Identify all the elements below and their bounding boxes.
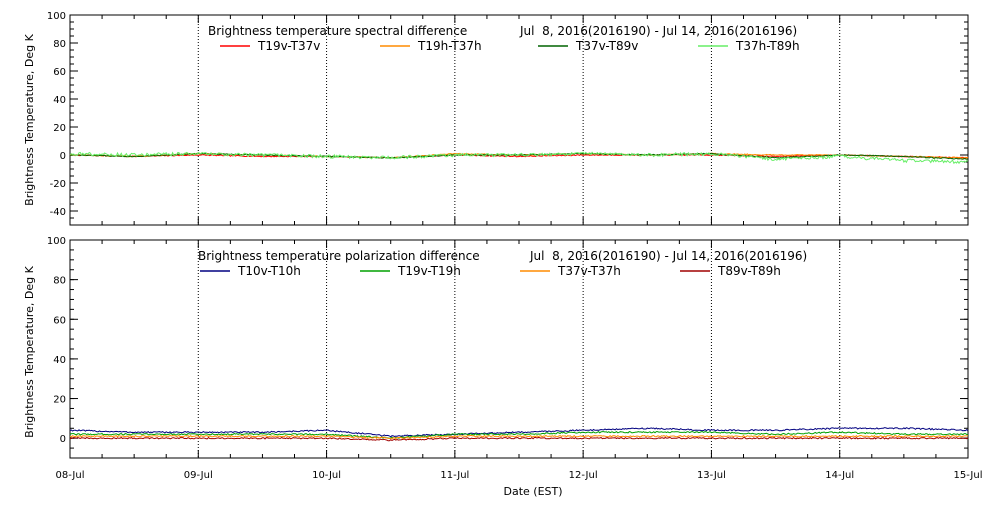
y-tick-label: 20 xyxy=(53,395,66,406)
x-tick-label: 12-Jul xyxy=(569,470,598,481)
x-tick-label: 14-Jul xyxy=(825,470,854,481)
y-tick-label: 0 xyxy=(60,151,66,162)
y-tick-label: 100 xyxy=(47,11,66,22)
polarization-panel: Brightness Temperature, Deg K Brightness… xyxy=(23,236,969,459)
polarization-ylabel: Brightness Temperature, Deg K xyxy=(23,265,36,437)
spectral-title: Brightness temperature spectral differen… xyxy=(208,24,467,38)
polarization-title: Brightness temperature polarization diff… xyxy=(198,249,480,263)
legend-label: T19h-T37h xyxy=(417,39,482,53)
y-tick-label: 60 xyxy=(53,315,66,326)
series-line-t37h-t89h xyxy=(69,151,969,165)
y-tick-label: -40 xyxy=(50,207,66,218)
spectral-date-range: Jul 8, 2016(2016190) - Jul 14, 2016(2016… xyxy=(519,24,797,38)
x-tick-label: 08-Jul xyxy=(56,470,85,481)
spectral-ylabel: Brightness Temperature, Deg K xyxy=(23,33,36,205)
y-tick-label: 20 xyxy=(53,123,66,134)
series-line-t89v-t89h xyxy=(70,436,969,442)
x-tick-label: 11-Jul xyxy=(440,470,469,481)
y-tick-label: 100 xyxy=(47,236,66,247)
legend-label: T10v-T10h xyxy=(237,264,301,278)
polarization-axes: 0 20 40 60 80 100 xyxy=(47,236,969,459)
spectral-plot-area xyxy=(69,151,969,165)
y-tick-label: 80 xyxy=(53,39,66,50)
y-tick-label: 0 xyxy=(60,434,66,445)
series-line-t10v-t10h xyxy=(69,427,969,438)
plot-frame xyxy=(69,14,969,226)
y-tick-label: -20 xyxy=(50,179,66,190)
polarization-legend: T10v-T10h T19v-T19h T37v-T37h T89v-T89h xyxy=(200,264,781,278)
x-tick-label: 15-Jul xyxy=(954,470,983,481)
polarization-date-range: Jul 8, 2016(2016190) - Jul 14, 2016(2016… xyxy=(529,249,807,263)
legend-label: T89v-T89h xyxy=(717,264,781,278)
series-line-t19v-t19h xyxy=(69,430,969,439)
x-tick-labels: 08-Jul 09-Jul 10-Jul 11-Jul 12-Jul 13-Jul 14-J… xyxy=(56,470,983,481)
y-tick-label: 80 xyxy=(53,276,66,287)
legend-label: T19v-T37v xyxy=(257,39,320,53)
x-tick-label: 10-Jul xyxy=(312,470,341,481)
spectral-axes: -40 -20 0 20 40 60 80 100 xyxy=(47,11,969,226)
legend-label: T19v-T19h xyxy=(397,264,461,278)
spectral-panel: Brightness Temperature, Deg K Brightness… xyxy=(23,11,969,226)
legend-label: T37v-T89v xyxy=(575,39,638,53)
legend-label: T37v-T37h xyxy=(557,264,621,278)
y-tick-label: 40 xyxy=(53,355,66,366)
series-line-t37v-t37h xyxy=(69,434,969,440)
legend-label: T37h-T89h xyxy=(735,39,800,53)
y-tick-label: 40 xyxy=(53,95,66,106)
x-tick-label: 13-Jul xyxy=(697,470,726,481)
plot-frame xyxy=(69,239,969,459)
y-tick-label: 60 xyxy=(53,67,66,78)
polarization-plot-area xyxy=(69,427,969,442)
x-tick-label: 09-Jul xyxy=(184,470,213,481)
x-axis-title: Date (EST) xyxy=(503,485,562,498)
spectral-legend: T19v-T37v T19h-T37h T37v-T89v T37h-T89h xyxy=(220,39,800,53)
